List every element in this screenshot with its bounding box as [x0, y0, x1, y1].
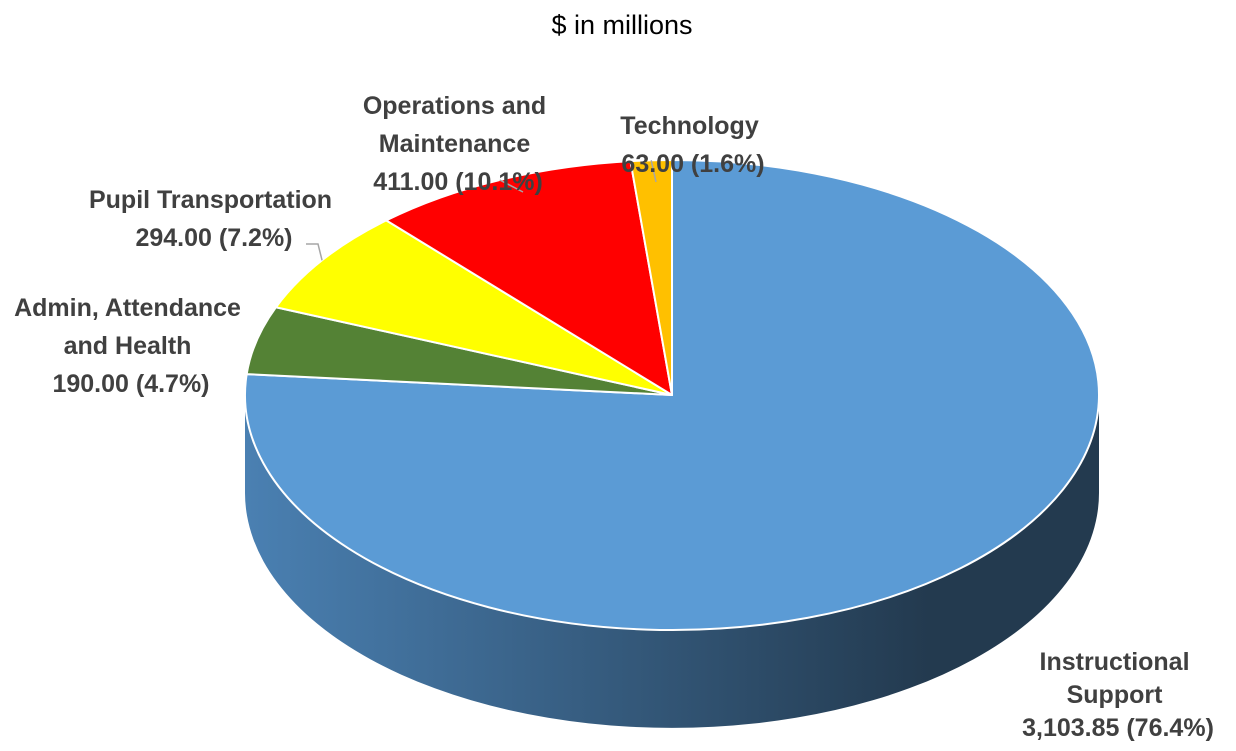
label-technology: Technology 63.00 (1.6%) [620, 112, 765, 178]
label-pupil-transportation: Pupil Transportation 294.00 (7.2%) [89, 186, 339, 252]
pie-slice-technology [629, 159, 673, 396]
label-admin-attendance-health: Admin, Attendance and Health 190.00 (4.7… [14, 294, 248, 398]
leader-line-technology [650, 160, 657, 183]
leader-line-pupil-transportation [306, 243, 323, 261]
leader-line-operations-and-maintenance [499, 179, 524, 193]
label-operations-maintenance: Operations and Maintenance 411.00 (10.1%… [363, 92, 553, 196]
pie-slice-instructional-support [244, 159, 1100, 631]
label-instructional-support: Instructional Support 3,103.85 (76.4%) [1022, 648, 1214, 742]
pie-side-instructional-support [245, 395, 1099, 728]
pie-slice-pupil-transportation [274, 219, 673, 396]
chart-title: $ in millions [551, 10, 692, 40]
